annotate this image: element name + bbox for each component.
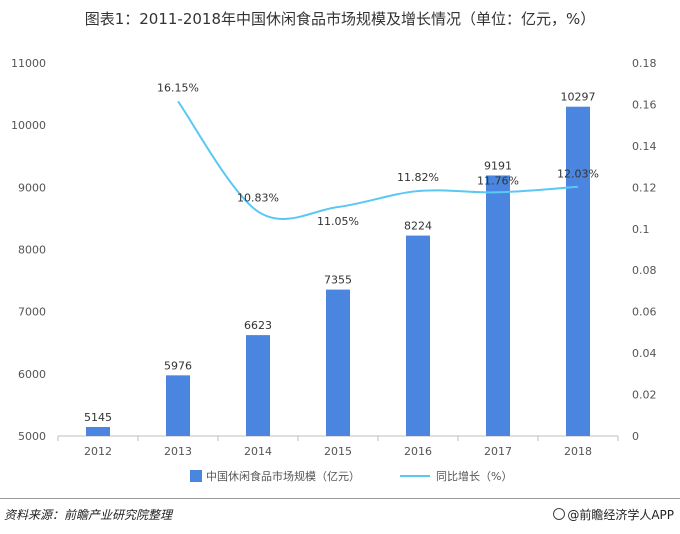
x-tick-label: 2012 bbox=[84, 445, 112, 458]
y-right-tick-label: 0.1 bbox=[632, 223, 650, 236]
source-note: 资料来源：前瞻产业研究院整理 bbox=[4, 508, 173, 522]
y-right-tick-label: 0.02 bbox=[632, 389, 657, 402]
legend-bar-swatch bbox=[190, 470, 202, 482]
chart-title: 图表1：2011-2018年中国休闲食品市场规模及增长情况（单位：亿元，%） bbox=[84, 10, 596, 28]
x-tick-label: 2018 bbox=[564, 445, 592, 458]
bar bbox=[86, 426, 110, 436]
bar bbox=[486, 175, 510, 436]
line-value-label: 11.82% bbox=[397, 171, 439, 184]
bar-value-label: 7355 bbox=[324, 274, 352, 287]
y-left-tick-label: 11000 bbox=[11, 57, 46, 70]
brand-label: @前瞻经济学人APP bbox=[567, 508, 674, 522]
line-value-label: 12.03% bbox=[557, 168, 599, 181]
y-left-tick-label: 10000 bbox=[11, 119, 46, 132]
bar-value-label: 9191 bbox=[484, 159, 512, 172]
line-value-label: 11.76% bbox=[477, 174, 519, 187]
bar bbox=[406, 235, 430, 436]
y-right-tick-label: 0.12 bbox=[632, 181, 657, 194]
x-tick-label: 2015 bbox=[324, 445, 352, 458]
y-right-tick-label: 0.06 bbox=[632, 306, 657, 319]
y-left-tick-label: 7000 bbox=[18, 306, 46, 319]
y-right-tick-label: 0.04 bbox=[632, 347, 657, 360]
line-value-label: 10.83% bbox=[237, 192, 279, 205]
x-tick-label: 2014 bbox=[244, 445, 272, 458]
y-right-tick-label: 0.16 bbox=[632, 98, 657, 111]
y-left-tick-label: 6000 bbox=[18, 368, 46, 381]
x-tick-label: 2017 bbox=[484, 445, 512, 458]
y-left-tick-label: 8000 bbox=[18, 244, 46, 257]
y-right-tick-label: 0 bbox=[632, 430, 639, 443]
line-value-label: 16.15% bbox=[157, 81, 199, 94]
brand-credit: @前瞻经济学人APP bbox=[553, 506, 674, 523]
brand-logo-icon bbox=[553, 508, 566, 520]
x-tick-label: 2013 bbox=[164, 445, 192, 458]
growth-line bbox=[177, 100, 579, 221]
legend-line-label: 同比增长（%） bbox=[436, 469, 512, 483]
y-right-tick-label: 0.18 bbox=[632, 57, 657, 70]
bar-value-label: 5976 bbox=[164, 359, 192, 372]
bar bbox=[326, 289, 350, 436]
bar-value-label: 8224 bbox=[404, 220, 432, 233]
bar-value-label: 6623 bbox=[244, 319, 272, 332]
legend-bar-label: 中国休闲食品市场规模（亿元） bbox=[206, 469, 360, 483]
x-tick-label: 2016 bbox=[404, 445, 432, 458]
bar-value-label: 10297 bbox=[561, 91, 596, 104]
y-left-tick-label: 5000 bbox=[18, 430, 46, 443]
bar bbox=[566, 106, 590, 437]
y-right-tick-label: 0.14 bbox=[632, 140, 657, 153]
bar bbox=[166, 375, 190, 436]
line-value-label: 11.05% bbox=[317, 215, 359, 228]
y-right-tick-label: 0.08 bbox=[632, 264, 657, 277]
y-left-tick-label: 9000 bbox=[18, 181, 46, 194]
footer-divider bbox=[0, 498, 680, 499]
bar-value-label: 5145 bbox=[84, 411, 112, 424]
bar bbox=[246, 335, 270, 436]
